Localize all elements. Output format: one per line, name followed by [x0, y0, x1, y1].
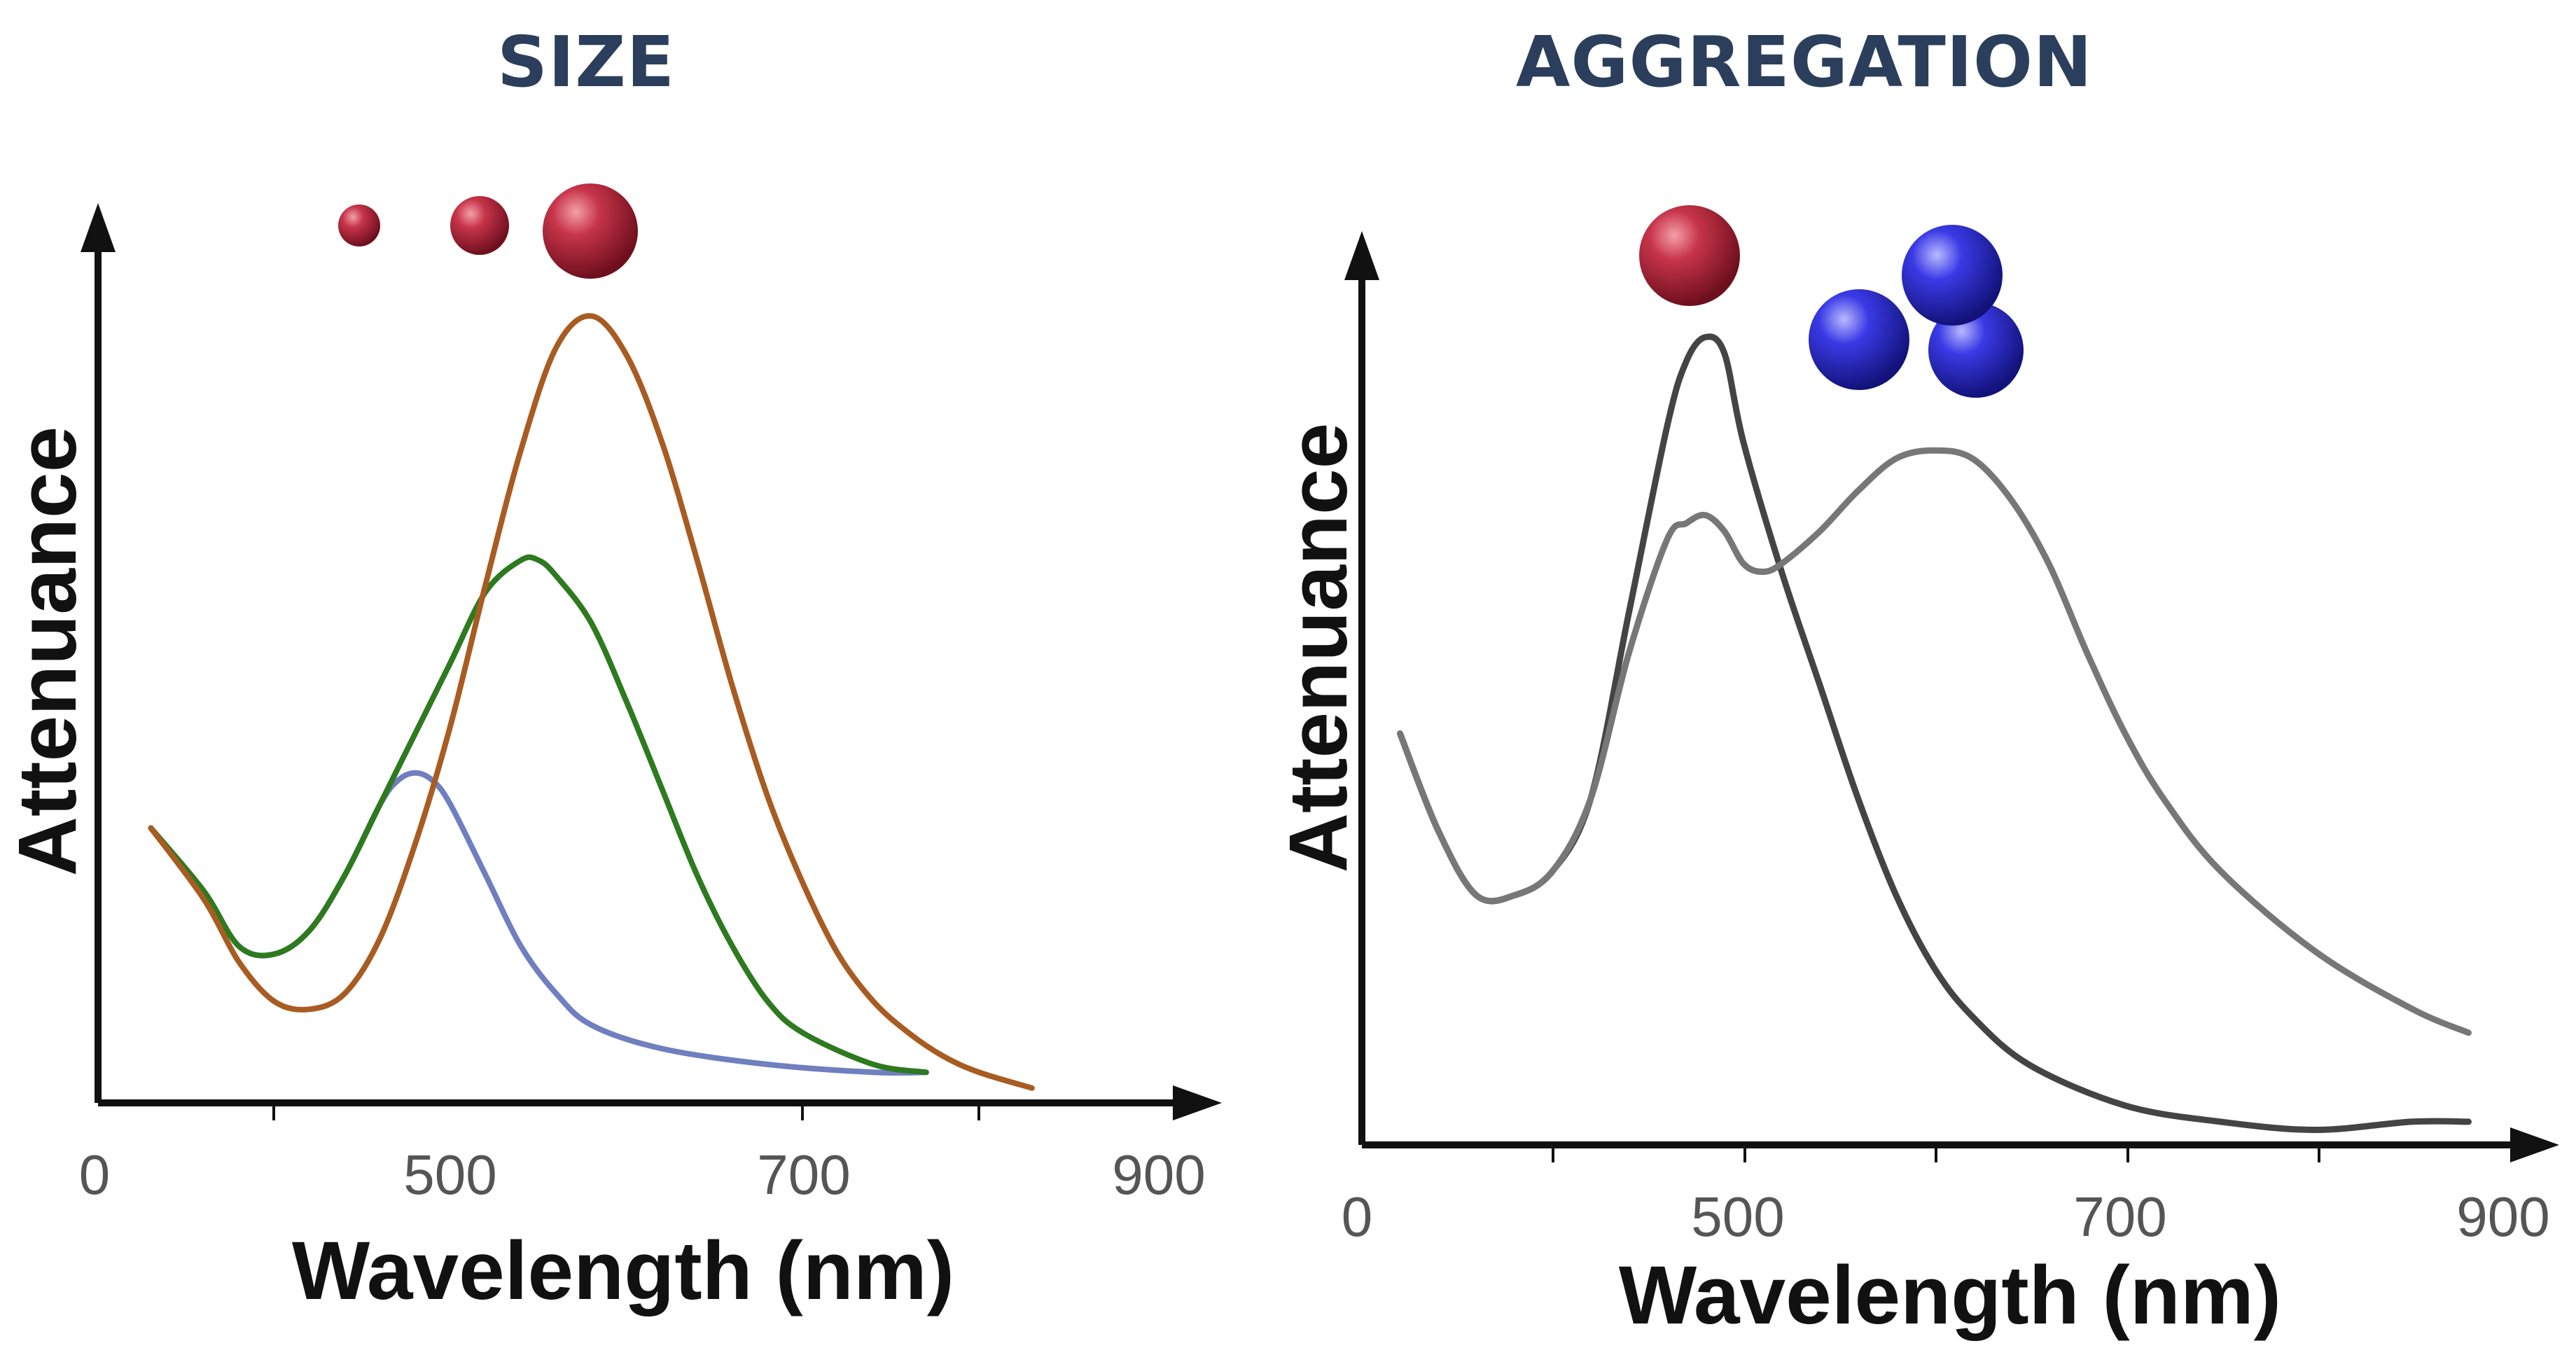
aggregated-cluster-icon: [1809, 225, 2024, 398]
size-y-axis-arrow: [81, 203, 116, 252]
single-particle-icon: [1639, 205, 1740, 306]
size-panel-title: SIZE: [497, 21, 676, 103]
aggregation-series-group: [1397, 333, 2472, 1133]
aggregation-tick-label-700: 700: [2073, 1186, 2166, 1248]
size-x-ticks: [272, 1103, 980, 1120]
size-x-axis-arrow: [1173, 1085, 1222, 1120]
aggregation-tick-label-500: 500: [1691, 1186, 1784, 1248]
aggregation-y-axis-label: Attenuance: [1272, 423, 1365, 873]
size-tick-label-900: 900: [1112, 1144, 1205, 1206]
aggregation-tick-label-900: 900: [2456, 1186, 2549, 1248]
size-tick-label-700: 700: [757, 1144, 850, 1206]
cluster-sphere: [1809, 289, 1909, 390]
small-particle-icon: [338, 204, 380, 246]
size-tick-label-500: 500: [403, 1144, 496, 1206]
aggregation-panel-title: AGGREGATION: [1516, 21, 2093, 103]
aggregation-x-ticks: [1552, 1145, 2320, 1162]
size-series-large-particles: [148, 313, 1035, 1091]
aggregation-tick-label-0: 0: [1342, 1186, 1373, 1248]
aggregation-y-axis-arrow: [1344, 231, 1379, 280]
cluster-sphere: [1902, 225, 2003, 326]
size-x-axis-label: Wavelength (nm): [292, 1225, 954, 1317]
aggregation-series-dispersed: [1397, 333, 2472, 1133]
medium-particle-icon: [450, 196, 509, 255]
cluster-sphere: [1928, 303, 2024, 398]
aggregation-x-axis-label: Wavelength (nm): [1619, 1249, 2281, 1342]
aggregation-chart: 0 500 700 900 Wavelength (nm) Attenuance: [1272, 205, 2559, 1342]
aggregation-series-aggregated: [1397, 447, 2472, 1036]
size-tick-label-0: 0: [79, 1144, 111, 1206]
aggregation-x-axis-arrow: [2510, 1127, 2559, 1162]
size-chart: 0 500 700 900 Wavelength (nm) Attenuance: [1, 183, 1222, 1317]
size-series-small-particles: [148, 770, 929, 1076]
large-particle-icon: [543, 183, 638, 279]
size-y-axis-label: Attenuance: [1, 426, 94, 877]
size-series-medium-particles: [148, 554, 929, 1076]
size-series-group: [148, 313, 1035, 1091]
